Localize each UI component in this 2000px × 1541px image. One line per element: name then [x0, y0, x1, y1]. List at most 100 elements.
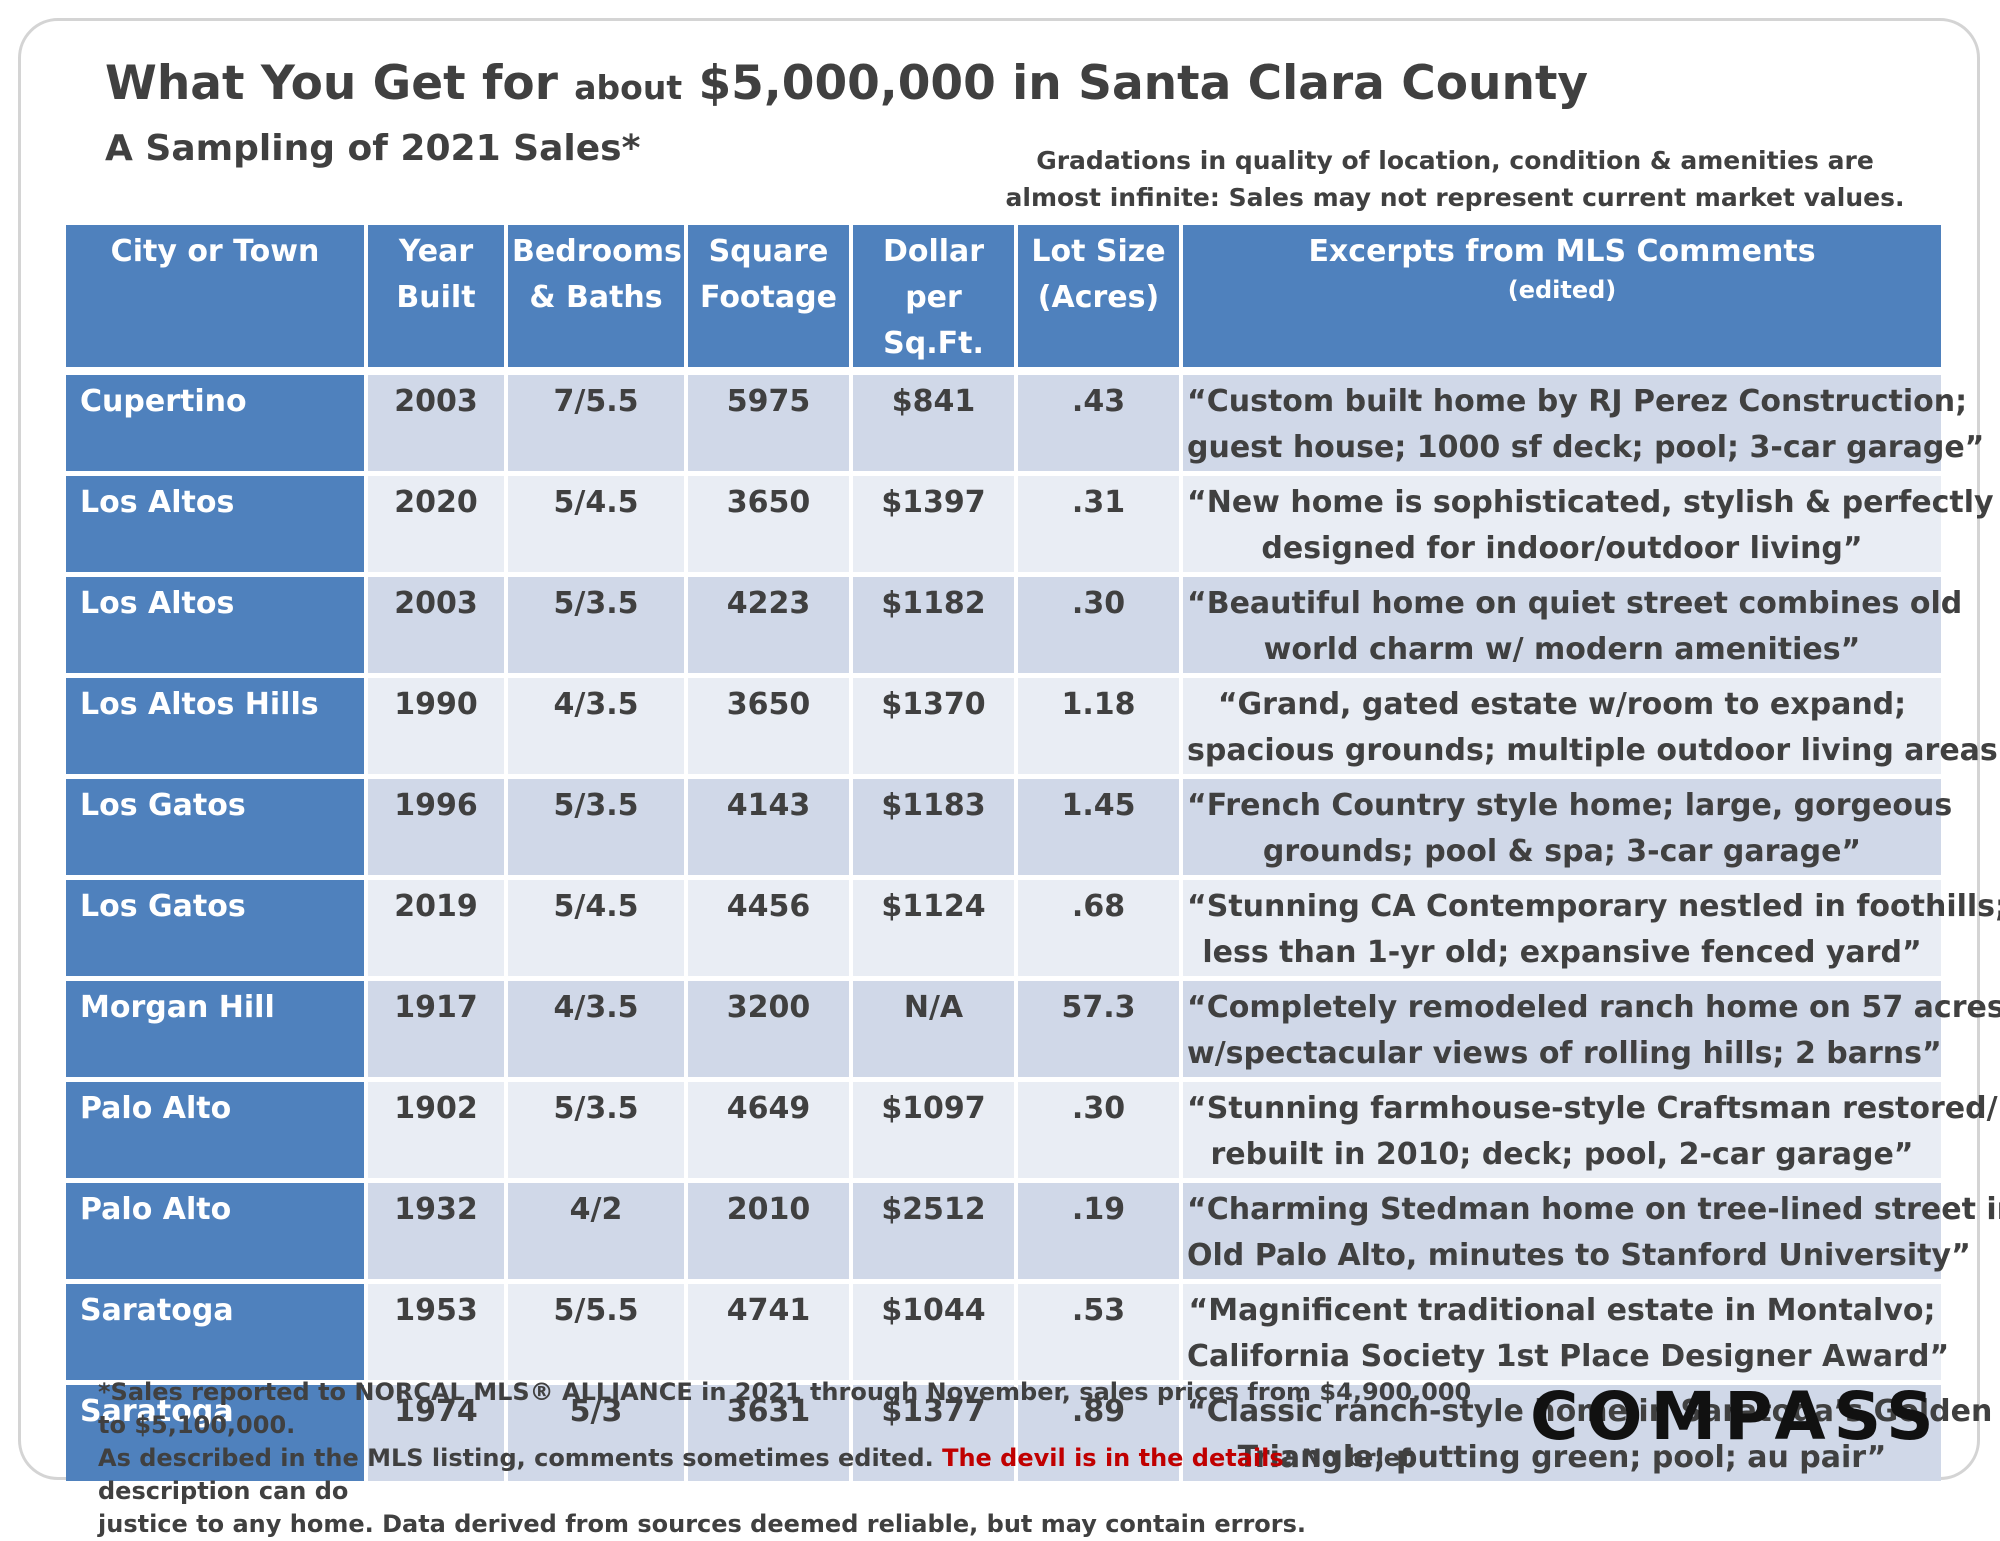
- table-header-row: City or Town Year Built Bedrooms & Baths S…: [66, 225, 1941, 375]
- header-dollar-per-sqft: Dollar per Sq.Ft.: [851, 225, 1018, 375]
- city-cell: Los Gatos: [66, 776, 368, 880]
- city-cell: Palo Alto: [66, 1079, 368, 1183]
- table-row: Los Altos 2020 5/4.5 3650 $1397.31 “New home …: [66, 473, 1994, 577]
- table-row: Palo Alto 1902 5/3.5 4649 $1097.30 “Stunning …: [66, 1079, 1998, 1183]
- mls-comment-cell: “Stunning CA Contemporary nestled in foo…: [1181, 877, 2000, 981]
- comment-line-1: “French Country style home; large, gorge…: [1187, 788, 1953, 823]
- disclaimer-note: Gradations in quality of location, condi…: [1005, 142, 1905, 216]
- comment-line-1: “Classic ranch-style home in Saratoga’s …: [1187, 1394, 1993, 1429]
- square-footage-cell: 4456: [686, 877, 853, 981]
- comment-line-1: “Charming Stedman home on tree-lined str…: [1187, 1192, 2000, 1227]
- comment-line-1: “Beautiful home on quiet street combines…: [1187, 586, 1963, 621]
- comment-line-1: “Magnificent traditional estate in Monta…: [1188, 1293, 1936, 1328]
- devil-in-details-text: The devil is in the details: [942, 1444, 1284, 1472]
- mls-comment-cell: “Stunning farmhouse-style Craftsman rest…: [1181, 1079, 1998, 1183]
- lot-size-cell: .30: [1016, 574, 1183, 678]
- city-cell: Saratoga: [66, 1281, 368, 1385]
- year-built-cell: 1990: [366, 675, 508, 779]
- city-cell: Los Altos: [66, 473, 368, 577]
- header-bedrooms-baths: Bedrooms & Baths: [506, 225, 688, 375]
- lot-size-cell: 57.3: [1016, 978, 1183, 1082]
- lot-size-cell: .43: [1016, 371, 1183, 476]
- dollar-per-sqft-cell: $1397: [851, 473, 1018, 577]
- mls-comment-cell: “Grand, gated estate w/room to expand; sp…: [1181, 675, 2000, 779]
- dollar-per-sqft-cell: $1370: [851, 675, 1018, 779]
- year-built-cell: 1917: [366, 978, 508, 1082]
- square-footage-cell: 3200: [686, 978, 853, 1082]
- dollar-per-sqft-cell: $1097: [851, 1079, 1018, 1183]
- bedrooms-baths-cell: 5/4.5: [506, 473, 688, 577]
- year-built-cell: 2019: [366, 877, 508, 981]
- comment-line-2: grounds; pool & spa; 3-car garage”: [1262, 834, 1862, 869]
- comment-line-1: “Completely remodeled ranch home on 57 a…: [1187, 990, 2000, 1025]
- bedrooms-baths-cell: 5/3.5: [506, 1079, 688, 1183]
- dollar-per-sqft-cell: $1183: [851, 776, 1018, 880]
- year-built-cell: 1932: [366, 1180, 508, 1284]
- year-built-cell: 2003: [366, 371, 508, 476]
- bedrooms-baths-cell: 7/5.5: [506, 371, 688, 476]
- square-footage-cell: 2010: [686, 1180, 853, 1284]
- square-footage-cell: 3650: [686, 473, 853, 577]
- comment-line-1: “Grand, gated estate w/room to expand;: [1217, 687, 1907, 722]
- city-cell: Palo Alto: [66, 1180, 368, 1284]
- footnote-line-2: As described in the MLS listing, comment…: [98, 1444, 1411, 1505]
- bedrooms-baths-cell: 5/3.5: [506, 574, 688, 678]
- square-footage-cell: 4143: [686, 776, 853, 880]
- table-row: Los Altos Hills 1990 4/3.5 3650 $1370 1.18 “Gr…: [66, 675, 2000, 779]
- header-lot-size: Lot Size (Acres): [1016, 225, 1183, 375]
- lot-size-cell: .19: [1016, 1180, 1183, 1284]
- compass-logo: COMPASS: [1530, 1378, 1942, 1455]
- lot-size-cell: .68: [1016, 877, 1183, 981]
- lot-size-cell: 1.18: [1016, 675, 1183, 779]
- header-square-footage: Square Footage: [686, 225, 853, 375]
- footnote-line-3: justice to any home. Data derived from s…: [98, 1510, 1307, 1538]
- square-footage-cell: 4649: [686, 1079, 853, 1183]
- year-built-cell: 1996: [366, 776, 508, 880]
- dollar-per-sqft-cell: $841: [851, 371, 1018, 476]
- bedrooms-baths-cell: 4/2: [506, 1180, 688, 1284]
- dollar-per-sqft-cell: $1377: [851, 1382, 1018, 1486]
- mls-comment-cell: “French Country style home; large, gorge…: [1181, 776, 1953, 880]
- lot-size-cell: .30: [1016, 1079, 1183, 1183]
- comment-line-1: “Stunning farmhouse-style Craftsman rest…: [1187, 1091, 1998, 1126]
- dollar-per-sqft-cell: N/A: [851, 978, 1018, 1082]
- year-built-cell: 2020: [366, 473, 508, 577]
- table-row: Los Gatos 2019 5/4.5 4456 $1124.68 “Stunning …: [66, 877, 2000, 981]
- footnote-line-1: *Sales reported to NORCAL MLS® ALLIANCE …: [98, 1378, 1472, 1439]
- dollar-per-sqft-cell: $1044: [851, 1281, 1018, 1385]
- table-row: Morgan Hill 1917 4/3.5 3200 N/A 57.3 “Complete…: [66, 978, 2000, 1082]
- mls-comment-cell: “Magnificent traditional estate in Monta…: [1181, 1281, 1950, 1385]
- sales-table: City or Town Year Built Bedrooms & Baths S…: [66, 225, 2000, 1486]
- year-built-cell: 1974: [366, 1382, 508, 1486]
- comment-line-1: “New home is sophisticated, stylish & pe…: [1187, 485, 1994, 520]
- comment-line-2: designed for indoor/outdoor living”: [1261, 531, 1863, 566]
- comment-line-2: world charm w/ modern amenities”: [1263, 632, 1861, 667]
- comment-line-2: less than 1-yr old; expansive fenced yar…: [1202, 935, 1922, 970]
- comment-line-2: Triangle; putting green; pool; au pair”: [1237, 1440, 1887, 1475]
- comment-line-2: spacious grounds; multiple outdoor livin…: [1187, 733, 2000, 768]
- dollar-per-sqft-cell: $1124: [851, 877, 1018, 981]
- mls-comment-cell: “Beautiful home on quiet street combines…: [1181, 574, 1963, 678]
- mls-comment-cell: “Custom built home by RJ Perez Construct…: [1181, 371, 1985, 476]
- comment-line-2: California Society 1st Place Designer Aw…: [1187, 1339, 1950, 1374]
- header-year-built: Year Built: [366, 225, 508, 375]
- comment-line-2: Old Palo Alto, minutes to Stanford Unive…: [1187, 1238, 1971, 1273]
- table-row: Los Gatos 1996 5/3.5 4143 $1183 1.45 “French C…: [66, 776, 1953, 880]
- city-cell: Los Altos Hills: [66, 675, 368, 779]
- bedrooms-baths-cell: 5/4.5: [506, 877, 688, 981]
- mls-comment-cell: “Completely remodeled ranch home on 57 a…: [1181, 978, 2000, 1082]
- bedrooms-baths-cell: 5/3: [506, 1382, 688, 1486]
- mls-comment-cell: “Charming Stedman home on tree-lined str…: [1181, 1180, 2000, 1284]
- comment-line-2: w/spectacular views of rolling hills; 2 …: [1187, 1036, 1942, 1071]
- comment-line-2: rebuilt in 2010; deck; pool, 2-car garag…: [1210, 1137, 1914, 1172]
- header-mls-comments: Excerpts from MLS Comments (edited): [1181, 225, 1941, 375]
- square-footage-cell: 3650: [686, 675, 853, 779]
- square-footage-cell: 3631: [686, 1382, 853, 1486]
- mls-comment-cell: “New home is sophisticated, stylish & pe…: [1181, 473, 1994, 577]
- header-city: City or Town: [66, 225, 368, 375]
- city-cell: Cupertino: [66, 371, 368, 476]
- title-part-3: $5,000,000 in Santa Clara County: [698, 56, 1589, 111]
- page-title: What You Get for about $5,000,000 in San…: [105, 56, 1588, 111]
- note-line-1: Gradations in quality of location, condi…: [1036, 146, 1874, 175]
- comment-line-2: guest house; 1000 sf deck; pool; 3-car g…: [1187, 430, 1985, 465]
